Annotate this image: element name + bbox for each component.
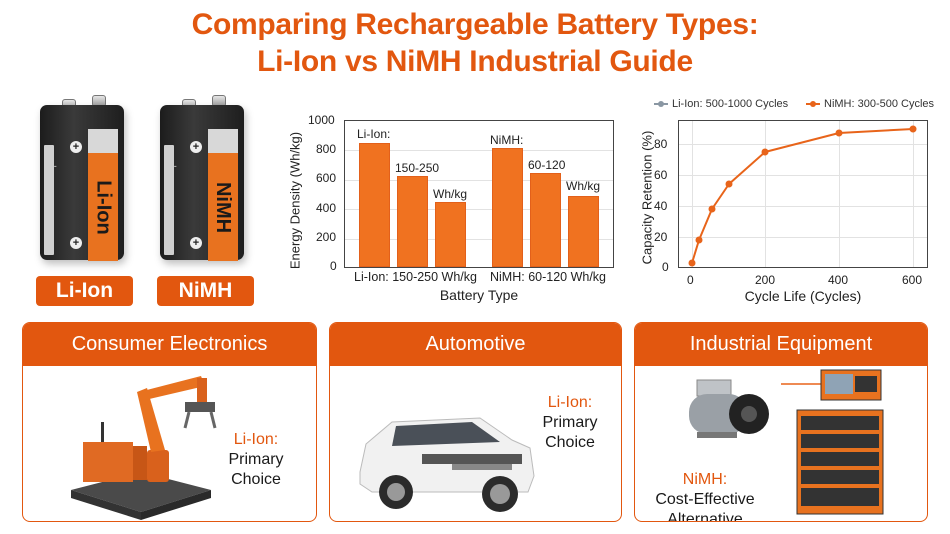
nimh-battery-image: + - + + NiMH bbox=[160, 95, 244, 261]
card-recommendation: NiMH: Cost-Effective Alternative bbox=[655, 471, 755, 522]
y-tick: 80 bbox=[654, 137, 668, 151]
x-axis-title: Cycle Life (Cycles) bbox=[744, 288, 862, 304]
liion-battery-image: + - + + Li-Ion bbox=[40, 95, 124, 261]
bar-label: Wh/kg bbox=[433, 187, 468, 201]
plus-screw-icon: + bbox=[190, 237, 202, 249]
y-tick: 0 bbox=[330, 259, 337, 273]
bar-nimh-3 bbox=[568, 196, 599, 267]
plus-screw-icon: + bbox=[190, 141, 202, 153]
y-tick: 60 bbox=[654, 168, 668, 182]
y-tick: 400 bbox=[316, 201, 337, 215]
battery-label: NiMH bbox=[212, 181, 235, 233]
bar-liion-3 bbox=[435, 202, 466, 267]
y-axis-title: Capacity Retention (%) bbox=[639, 130, 655, 265]
y-axis-title: Energy Density (Wh/kg) bbox=[287, 131, 303, 270]
y-tick: 800 bbox=[316, 142, 337, 156]
bar-plot-area: Li-Ion: 150-250 Wh/kg NiMH: 60-120 Wh/kg bbox=[344, 120, 614, 268]
bar-label: 60-120 bbox=[528, 158, 566, 172]
card-recommendation: Li-Ion: Primary Choice bbox=[228, 431, 284, 488]
y-tick: 200 bbox=[316, 230, 337, 244]
bar-label: Wh/kg bbox=[566, 179, 601, 193]
bar-liion-2 bbox=[397, 176, 428, 267]
title-line-1: Comparing Rechargeable Battery Types: bbox=[191, 8, 759, 41]
y-tick: 0 bbox=[662, 260, 669, 274]
x-group-label: NiMH: 60-120 Wh/kg bbox=[490, 270, 607, 284]
title-line-2: Li-Ion vs NiMH Industrial Guide bbox=[257, 45, 693, 78]
line-plot-area bbox=[678, 120, 928, 268]
card-automotive: Automotive Li-Ion: Primary Choice bbox=[329, 322, 622, 522]
bar-label: Li-Ion: bbox=[357, 127, 391, 141]
suv-car-icon bbox=[359, 417, 535, 512]
page-title: Comparing Rechargeable Battery Types: Li… bbox=[0, 6, 950, 80]
capacity-retention-line-chart: Li-Ion: 500-1000 Cycles NiMH: 300-500 Cy… bbox=[630, 90, 950, 310]
x-group-label: Li-Ion: 150-250 Wh/kg bbox=[354, 270, 477, 284]
tool-cabinet-controller-icon bbox=[781, 369, 884, 515]
legend-item-nimh: NiMH: 300-500 Cycles bbox=[806, 98, 934, 110]
y-tick: 40 bbox=[654, 199, 668, 213]
x-tick: 200 bbox=[755, 273, 776, 287]
x-tick: 400 bbox=[828, 273, 849, 287]
card-consumer-electronics: Consumer Electronics Li-Ion: Primary Cho… bbox=[22, 322, 317, 522]
bar-liion-1 bbox=[359, 143, 390, 267]
card-header: Industrial Equipment bbox=[635, 323, 927, 366]
plus-screw-icon: + bbox=[70, 141, 82, 153]
y-tick: 20 bbox=[654, 230, 668, 244]
x-tick: 0 bbox=[687, 273, 694, 287]
card-recommendation: Li-Ion: Primary Choice bbox=[542, 394, 598, 451]
electric-motor-icon bbox=[689, 379, 769, 438]
bar-label: 150-250 bbox=[395, 161, 440, 175]
legend-marker-icon bbox=[806, 101, 820, 107]
card-header: Automotive bbox=[330, 323, 621, 366]
card-industrial-equipment: Industrial Equipment NiMH: Cost-Effectiv… bbox=[634, 322, 928, 522]
legend-marker-icon bbox=[654, 101, 668, 107]
battery-label: Li-Ion bbox=[92, 179, 115, 235]
x-axis-title: Battery Type bbox=[439, 287, 519, 303]
bar-nimh-2 bbox=[530, 173, 561, 267]
nimh-line-series bbox=[688, 125, 917, 267]
bar-nimh-1 bbox=[492, 148, 523, 267]
liion-badge: Li-Ion bbox=[36, 276, 133, 306]
x-tick: 600 bbox=[902, 273, 923, 287]
robotic-arm-icon bbox=[71, 376, 217, 520]
plus-screw-icon: + bbox=[70, 237, 82, 249]
legend-item-liion: Li-Ion: 500-1000 Cycles bbox=[654, 98, 788, 110]
energy-density-bar-chart: Energy Density (Wh/kg) 1000 800 600 400 … bbox=[280, 105, 620, 310]
y-tick: 600 bbox=[316, 171, 337, 185]
card-header: Consumer Electronics bbox=[23, 323, 316, 366]
nimh-badge: NiMH bbox=[157, 276, 254, 306]
y-tick: 1000 bbox=[308, 113, 335, 127]
bar-label: NiMH: bbox=[490, 133, 524, 147]
